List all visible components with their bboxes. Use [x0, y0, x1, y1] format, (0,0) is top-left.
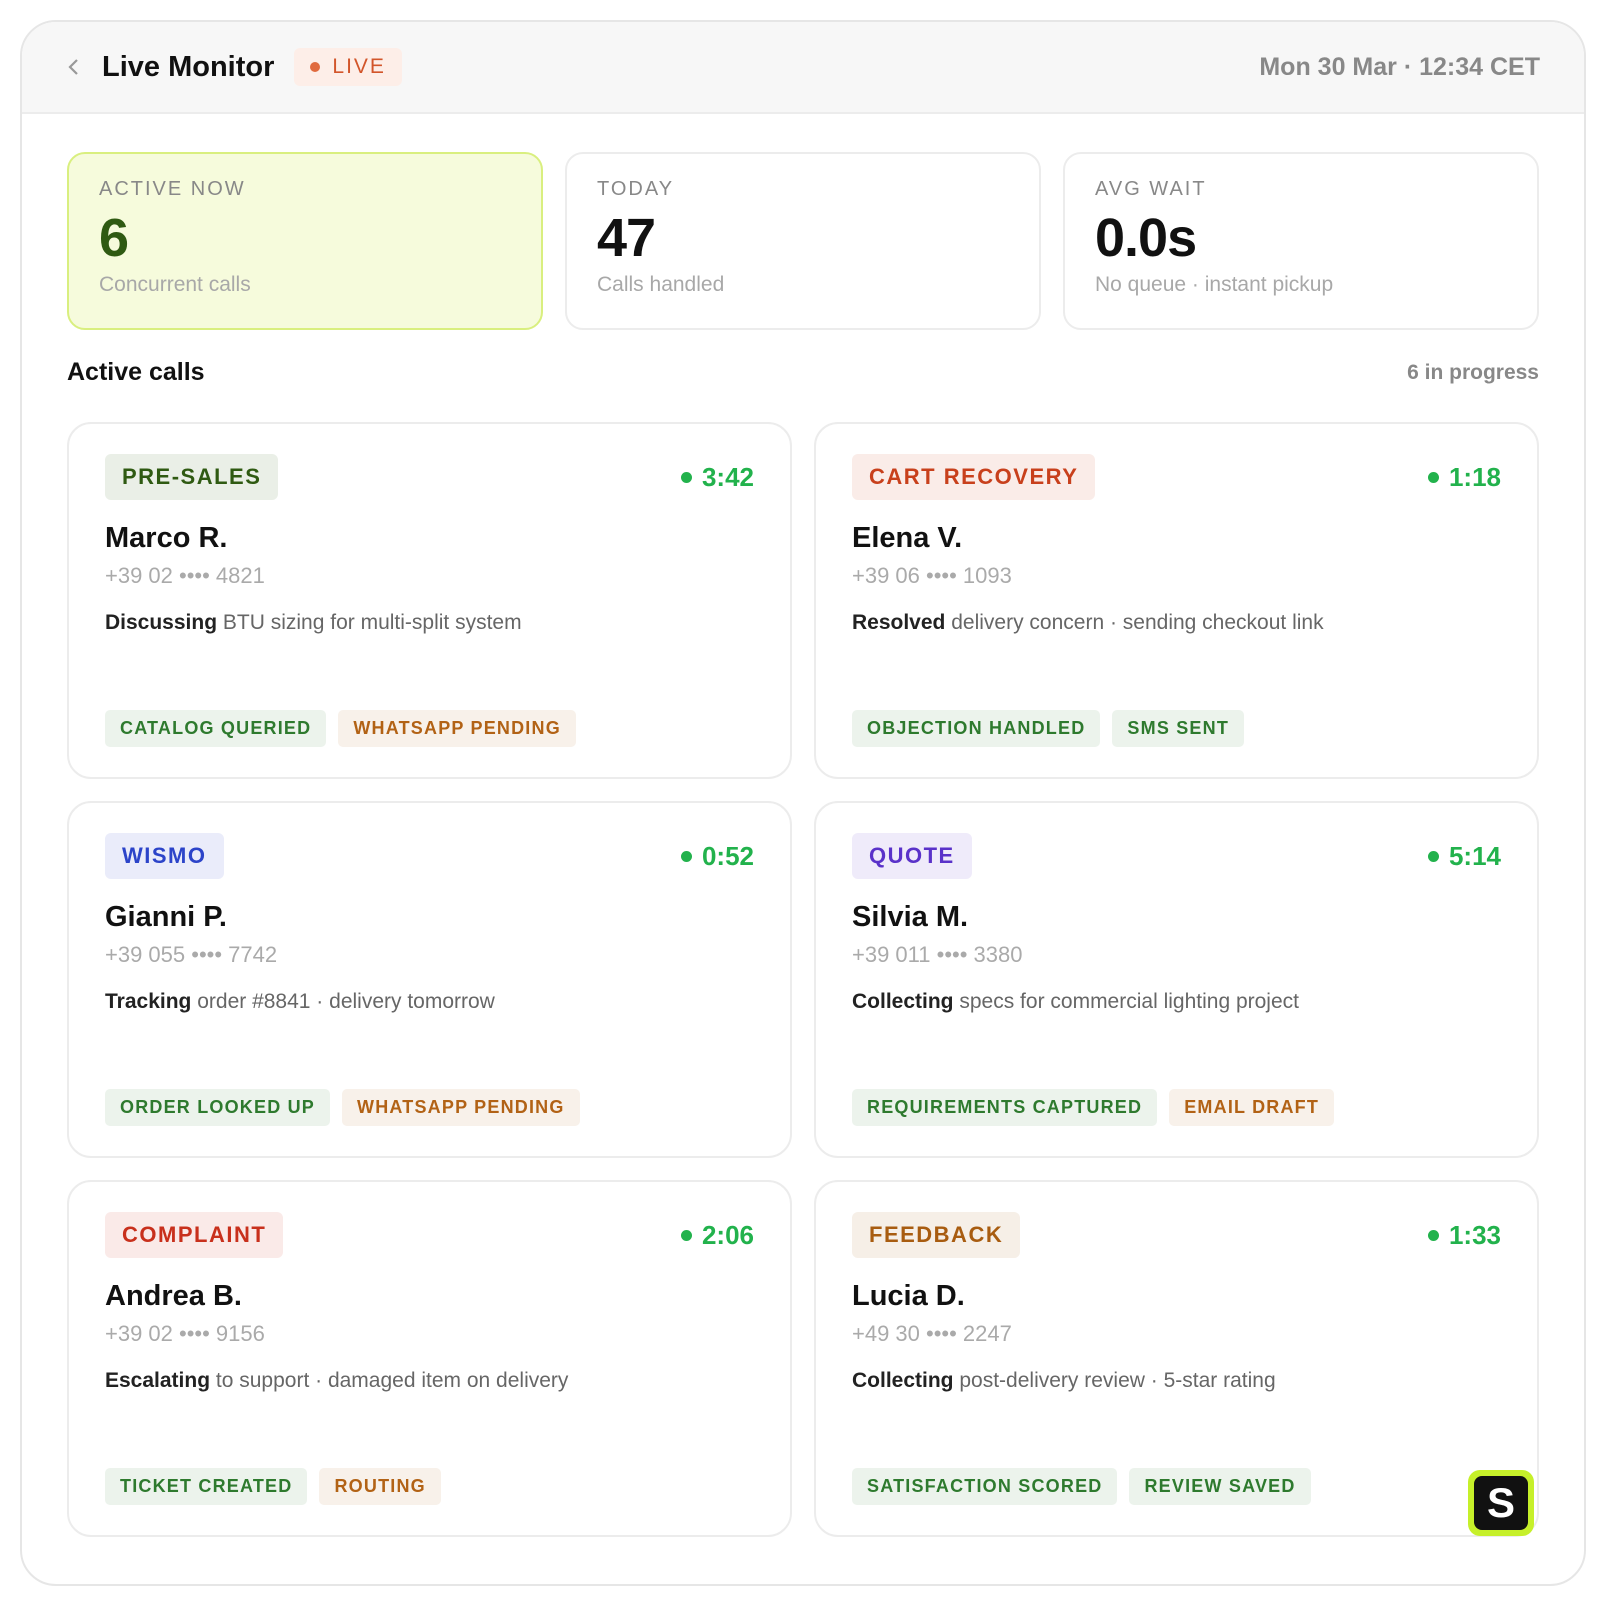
live-badge: LIVE — [294, 48, 402, 86]
status-tag: EMAIL DRAFT — [1169, 1089, 1335, 1126]
activity-verb: Resolved — [852, 611, 946, 634]
caller-name: Gianni P. — [105, 901, 227, 933]
status-tag: WHATSAPP PENDING — [338, 710, 576, 747]
tag-list: REQUIREMENTS CAPTURED EMAIL DRAFT — [852, 1089, 1335, 1126]
stat-label: TODAY — [597, 178, 675, 200]
activity-verb: Discussing — [105, 611, 218, 634]
caller-phone: +39 02 •••• 9156 — [105, 1321, 265, 1346]
status-tag: OBJECTION HANDLED — [852, 710, 1101, 747]
activity-detail: to support · damaged item on delivery — [215, 1369, 569, 1392]
status-tag: TICKET CREATED — [105, 1468, 308, 1505]
stat-caption: Calls handled — [597, 273, 725, 296]
status-tag: SMS SENT — [1112, 710, 1245, 747]
stat-card: AVG WAIT 0.0s No queue · instant pickup — [1063, 152, 1539, 330]
activity-detail: BTU sizing for multi-split system — [222, 611, 522, 634]
category-badge: FEEDBACK — [852, 1212, 1021, 1258]
stat-label: AVG WAIT — [1095, 178, 1207, 200]
stat-label: ACTIVE NOW — [99, 178, 246, 200]
caller-name: Andrea B. — [105, 1280, 242, 1312]
category-badge: QUOTE — [852, 833, 972, 879]
stat-value: 0.0s — [1095, 208, 1197, 268]
brand-mark: S — [1474, 1476, 1528, 1530]
tag-list: ORDER LOOKED UP WHATSAPP PENDING — [105, 1089, 580, 1126]
call-duration: 0:52 — [681, 841, 754, 872]
call-card[interactable]: CART RECOVERY 1:18 Elena V. +39 06 •••• 109… — [814, 422, 1539, 779]
call-card[interactable]: PRE-SALES 3:42 Marco R. +39 02 •••• 4821 Dis… — [67, 422, 792, 779]
status-tag: CATALOG QUERIED — [105, 710, 327, 747]
activity-verb: Collecting — [852, 990, 954, 1013]
activity-verb: Escalating — [105, 1369, 211, 1392]
back-button[interactable] — [62, 55, 86, 79]
datetime: Mon 30 Mar · 12:34 CET — [1259, 52, 1540, 81]
call-card[interactable]: FEEDBACK 1:33 Lucia D. +49 30 •••• 2247 Coll… — [814, 1180, 1539, 1537]
call-duration: 3:42 — [681, 462, 754, 493]
call-card[interactable]: COMPLAINT 2:06 Andrea B. +39 02 •••• 9156 Es… — [67, 1180, 792, 1537]
call-card[interactable]: QUOTE 5:14 Silvia M. +39 011 •••• 3380 Colle… — [814, 801, 1539, 1158]
tag-list: OBJECTION HANDLED SMS SENT — [852, 710, 1245, 747]
panel: Live Monitor LIVE Mon 30 Mar · 12:34 CET… — [20, 20, 1586, 1586]
caller-name: Silvia M. — [852, 901, 969, 933]
caller-phone: +39 06 •••• 1093 — [852, 563, 1012, 588]
call-activity: Tracking order #8841 · delivery tomorrow — [105, 990, 754, 1014]
status-tag: SATISFACTION SCORED — [852, 1468, 1118, 1505]
call-duration: 1:33 — [1428, 1220, 1501, 1251]
caller-name: Marco R. — [105, 522, 228, 554]
caller-name: Lucia D. — [852, 1280, 965, 1312]
call-activity: Collecting post-delivery review · 5-star… — [852, 1369, 1501, 1393]
tag-list: CATALOG QUERIED WHATSAPP PENDING — [105, 710, 576, 747]
activity-verb: Collecting — [852, 1369, 954, 1392]
category-badge: PRE-SALES — [105, 454, 279, 500]
call-activity: Collecting specs for commercial lighting… — [852, 990, 1501, 1014]
status-tag: ORDER LOOKED UP — [105, 1089, 331, 1126]
status-tag: WHATSAPP PENDING — [342, 1089, 580, 1126]
category-badge: COMPLAINT — [105, 1212, 284, 1258]
section-count: 6 in progress — [1407, 360, 1539, 384]
stat-caption: No queue · instant pickup — [1095, 273, 1334, 296]
header: Live Monitor LIVE Mon 30 Mar · 12:34 CET — [22, 22, 1584, 114]
stat-caption: Concurrent calls — [99, 273, 251, 296]
call-activity: Resolved delivery concern · sending chec… — [852, 611, 1501, 635]
page-title: Live Monitor — [102, 50, 275, 83]
category-badge: WISMO — [105, 833, 224, 879]
caller-phone: +39 02 •••• 4821 — [105, 563, 265, 588]
activity-verb: Tracking — [105, 990, 192, 1013]
stat-card: ACTIVE NOW 6 Concurrent calls — [67, 152, 543, 330]
activity-detail: post-delivery review · 5-star rating — [959, 1369, 1276, 1392]
activity-detail: order #8841 · delivery tomorrow — [197, 990, 495, 1013]
call-card[interactable]: WISMO 0:52 Gianni P. +39 055 •••• 7742 Track… — [67, 801, 792, 1158]
caller-phone: +39 011 •••• 3380 — [852, 942, 1023, 967]
status-tag: REVIEW SAVED — [1129, 1468, 1311, 1505]
stats: ACTIVE NOW 6 Concurrent calls TODAY 47 Calls … — [67, 152, 1539, 330]
caller-phone: +49 30 •••• 2247 — [852, 1321, 1012, 1346]
call-duration: 5:14 — [1428, 841, 1501, 872]
call-activity: Escalating to support · damaged item on … — [105, 1369, 754, 1393]
tag-list: SATISFACTION SCORED REVIEW SAVED — [852, 1468, 1311, 1505]
calls-grid: PRE-SALES 3:42 Marco R. +39 02 •••• 4821 Dis… — [67, 422, 1539, 1537]
activity-detail: specs for commercial lighting project — [959, 990, 1299, 1013]
stat-value: 6 — [99, 208, 129, 268]
status-tag: REQUIREMENTS CAPTURED — [852, 1089, 1158, 1126]
activity-detail: delivery concern · sending checkout link — [951, 611, 1324, 634]
status-tag: ROUTING — [319, 1468, 441, 1505]
stat-value: 47 — [597, 208, 656, 268]
call-activity: Discussing BTU sizing for multi-split sy… — [105, 611, 754, 635]
caller-name: Elena V. — [852, 522, 963, 554]
call-duration: 1:18 — [1428, 462, 1501, 493]
call-duration: 2:06 — [681, 1220, 754, 1251]
section-title: Active calls — [67, 358, 205, 386]
tag-list: TICKET CREATED ROUTING — [105, 1468, 441, 1505]
caller-phone: +39 055 •••• 7742 — [105, 942, 278, 967]
section-header: Active calls 6 in progress — [67, 358, 1539, 387]
brand-logo[interactable]: S — [1468, 1470, 1534, 1536]
category-badge: CART RECOVERY — [852, 454, 1096, 500]
stat-card: TODAY 47 Calls handled — [565, 152, 1041, 330]
